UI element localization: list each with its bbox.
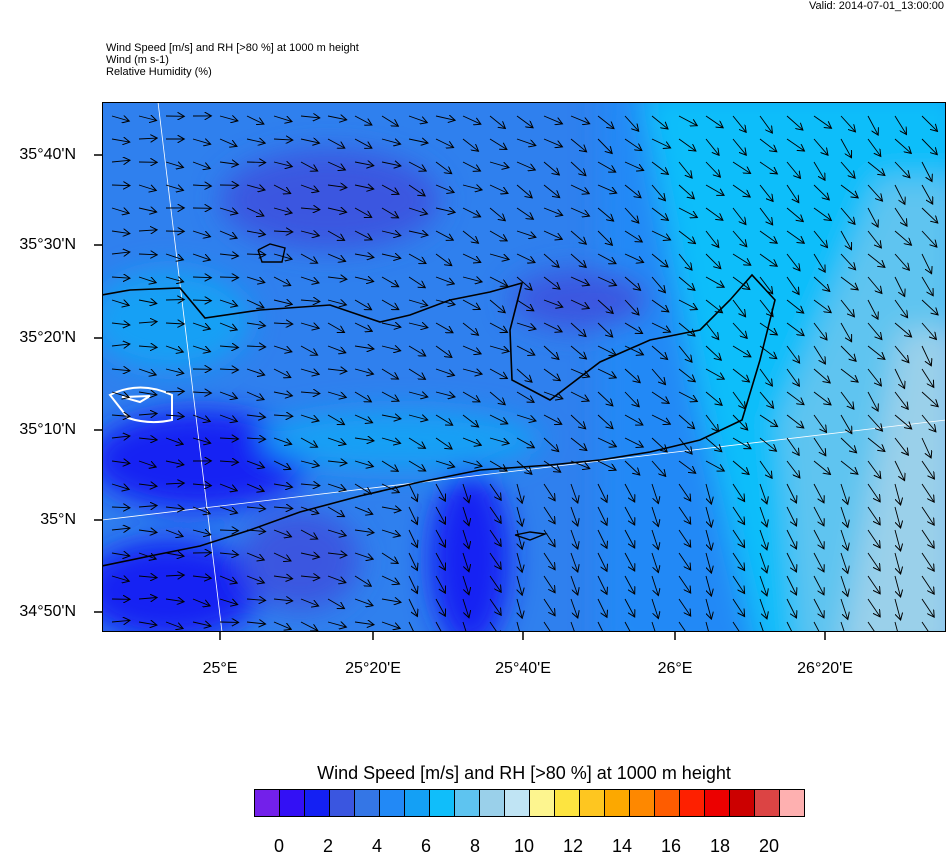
colorbar-swatch	[305, 790, 330, 816]
colorbar-swatch	[630, 790, 655, 816]
wind-speed-field	[80, 80, 948, 660]
colorbar-swatch	[280, 790, 305, 816]
lat-label: 35°40'N	[19, 146, 76, 164]
colorbar-swatch	[605, 790, 630, 816]
colorbar-swatch	[255, 790, 280, 816]
colorbar-swatch	[730, 790, 755, 816]
lon-label: 26°20'E	[797, 660, 853, 678]
colorbar-swatch	[380, 790, 405, 816]
colorbar-swatch	[530, 790, 555, 816]
colorbar-swatch	[655, 790, 680, 816]
lat-label: 34°50'N	[19, 603, 76, 621]
colorbar-swatch	[680, 790, 705, 816]
colorbar	[254, 789, 805, 817]
colorbar-swatch	[430, 790, 455, 816]
colorbar-swatch	[505, 790, 530, 816]
colorbar-swatch	[455, 790, 480, 816]
wind-arrow	[166, 300, 184, 301]
lat-label: 35°10'N	[19, 421, 76, 439]
wind-arrow	[220, 277, 239, 278]
lon-label: 25°40'E	[495, 660, 551, 678]
lat-label: 35°N	[40, 511, 76, 529]
colorbar-swatch	[705, 790, 730, 816]
lon-label: 26°E	[658, 660, 693, 678]
colorbar-swatch	[580, 790, 605, 816]
lat-label: 35°30'N	[19, 236, 76, 254]
colorbar-swatch	[405, 790, 430, 816]
map-plot	[0, 0, 948, 760]
wind-arrow	[247, 162, 266, 163]
colorbar-swatch	[755, 790, 780, 816]
wind-arrow	[112, 185, 130, 186]
colorbar-swatch	[555, 790, 580, 816]
lon-label: 25°E	[203, 660, 238, 678]
colorbar-swatch	[480, 790, 505, 816]
lon-label: 25°20'E	[345, 660, 401, 678]
colorbar-title: Wind Speed [m/s] and RH [>80 %] at 1000 …	[0, 763, 948, 784]
colorbar-swatch	[330, 790, 355, 816]
lat-label: 35°20'N	[19, 329, 76, 347]
colorbar-swatch	[355, 790, 380, 816]
colorbar-swatch	[780, 790, 804, 816]
